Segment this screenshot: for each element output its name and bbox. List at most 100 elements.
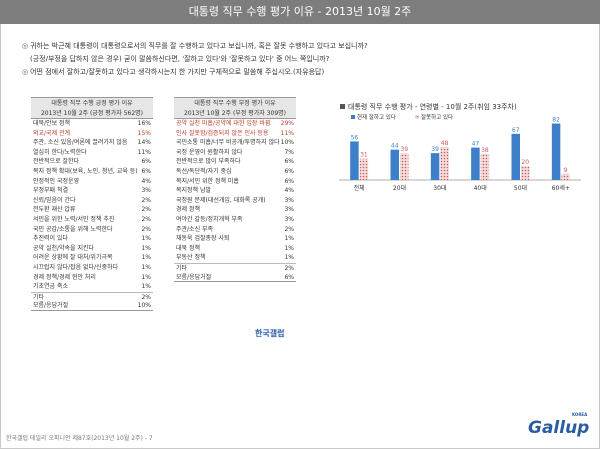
row-label: 기초연금 축소 [33, 283, 69, 291]
negative-reasons-table: 대통령 직무 수행 부정 평가 이유 2013년 10월 2주 (부정 평가자 … [174, 97, 296, 283]
table-row: 어려운 상황에 잘 대처/위기극복 1% [31, 253, 153, 263]
row-label: 기타 [33, 293, 45, 301]
bar [551, 123, 561, 180]
bar [400, 153, 409, 180]
row-label: 전두환 재산 압류 [33, 206, 76, 214]
table-row: 주관/소신 부족 2% [174, 225, 296, 235]
row-value: 2% [141, 215, 151, 223]
row-label: 전반적으로 많이 부족하다 [176, 158, 241, 166]
row-label: 서민을 위한 노력/서민 정책 추진 [33, 215, 115, 223]
data-label: 67 [512, 127, 520, 134]
table-row: 모름/응답거절 10% [31, 301, 153, 311]
bar [440, 146, 449, 180]
chart-title: 대통령 직무 수행 평가 - 연령별 - 10월 2주(취임 33주차) [340, 102, 517, 112]
row-value: 1% [141, 254, 151, 262]
row-label: 기타 [176, 264, 188, 272]
row-value: 3% [284, 196, 294, 204]
bar [480, 153, 490, 180]
data-label: 39 [400, 146, 408, 153]
row-value: 6% [141, 167, 151, 175]
row-label: 주관, 소신 있음/여론에 끌려가지 않음 [33, 139, 128, 147]
data-label: 48 [441, 140, 449, 147]
table-row: 기초연금 축소 1% [31, 282, 153, 292]
row-value: 6% [284, 158, 294, 166]
data-label: 39 [431, 146, 439, 153]
row-value: 4% [284, 187, 294, 195]
table-row: 전반적으로 잘한다 6% [31, 157, 153, 167]
row-value: 1% [284, 244, 294, 252]
row-label: 부동산 정책 [176, 254, 206, 262]
row-label: 추진력이 있다 [33, 235, 69, 243]
table-row: 복지 정책 확대(보육, 노인, 청년, 교육 등) 6% [31, 167, 153, 177]
row-value: 3% [141, 187, 151, 195]
table-row: 신뢰/믿음이 간다 2% [31, 196, 153, 206]
row-label: 독선/독단적/자기 중심 [176, 167, 232, 175]
row-value: 6% [141, 158, 151, 166]
table-row: 공약 실천 미흡/공약에 대한 입장 바뀜 29% [174, 119, 296, 129]
row-label: 안정적인 국정운영 [33, 177, 80, 185]
bar [350, 141, 359, 180]
legend-label: 잘못하고 있다 [421, 113, 453, 121]
row-label: 외교/국제 관계 [33, 129, 71, 137]
legend-swatch [351, 115, 355, 119]
row-value: 7% [284, 148, 294, 156]
table-row: 복지/서민 위한 정책 미흡 6% [174, 177, 296, 187]
row-label: 국민 공감/소통을 위해 노력한다 [33, 225, 113, 233]
table-row: 대북 정책 1% [174, 244, 296, 254]
row-value: 1% [284, 235, 294, 243]
row-value: 1% [141, 283, 151, 291]
x-tick-label: 40대 [474, 184, 487, 192]
bar [390, 149, 399, 180]
data-label: 82 [552, 117, 560, 124]
row-value: 2% [284, 264, 294, 272]
table-row: 국민소통 미흡/너무 비공개/투명하지 않다 10% [174, 138, 296, 148]
bar [430, 153, 440, 180]
row-value: 2% [141, 206, 151, 214]
bar [521, 166, 530, 180]
row-value: 2% [284, 225, 294, 233]
table-row: 외교/국제 관계 15% [31, 129, 153, 139]
negative-table-header: 대통령 직무 수행 부정 평가 이유 2013년 10월 2주 (부정 평가자 … [174, 98, 296, 119]
row-label: 인사 잘못함/검증되지 않은 인사 등용 [176, 129, 269, 137]
bullet-icon: ◎ [22, 42, 29, 50]
bar [359, 158, 369, 180]
table-row: 경제 정책/경제 현안 처리 1% [31, 273, 153, 283]
row-label: 여야간 갈등/정치개혁 부족 [176, 215, 243, 223]
x-tick-label: 전체 [354, 184, 365, 192]
bar [471, 147, 480, 180]
square-bullet-icon [340, 104, 345, 109]
x-tick-label: 50대 [514, 184, 527, 192]
row-label: 경제 정책/경제 현안 처리 [33, 273, 96, 281]
row-value: 6% [284, 177, 294, 185]
row-label: 신뢰/믿음이 간다 [33, 196, 76, 204]
table-row: 모름/응답거절 6% [174, 273, 296, 283]
data-label: 38 [481, 147, 489, 154]
row-value: 10% [280, 139, 294, 147]
table-row: 전두환 재산 압류 2% [31, 205, 153, 215]
x-tick-label: 60세+ [552, 184, 570, 192]
data-label: 20 [521, 159, 529, 166]
row-label: 국정원 문제(대선개입, 대화록 공개) [176, 196, 266, 204]
table-row: 복지정책 남발 4% [174, 186, 296, 196]
row-label: 복지 정책 확대(보육, 노인, 청년, 교육 등) [33, 167, 138, 175]
row-value: 2% [141, 293, 151, 301]
row-value: 11% [137, 148, 151, 156]
data-label: 56 [351, 134, 359, 141]
table-row: 기타 2% [174, 262, 296, 273]
table-row: 국민 공감/소통을 위해 노력한다 2% [31, 225, 153, 235]
table-row: 인사 잘못함/검증되지 않은 인사 등용 11% [174, 129, 296, 139]
x-tick-label: 20대 [393, 184, 406, 192]
row-label: 공약 실천/약속을 지킨다 [33, 244, 95, 252]
legend: 현재 잘하고 있다 잘못하고 있다 [351, 113, 453, 121]
positive-reasons-table: 대통령 직무 수행 긍정 평가 이유 2013년 10월 2주 (긍정 평가자 … [31, 97, 153, 311]
row-label: 열심히 한다/노력한다 [33, 148, 87, 156]
legend-label: 현재 잘하고 있다 [357, 113, 396, 121]
data-label: 47 [472, 141, 480, 148]
gallup-logo: Gallup KOREA [528, 412, 590, 438]
row-value: 1% [141, 273, 151, 281]
row-value: 4% [141, 177, 151, 185]
row-value: 15% [137, 129, 151, 137]
question-2: ◎ 어떤 점에서 잘하고/잘못하고 있다고 생각하시는지 한 가지만 구체적으로 … [22, 68, 325, 76]
row-value: 1% [141, 235, 151, 243]
